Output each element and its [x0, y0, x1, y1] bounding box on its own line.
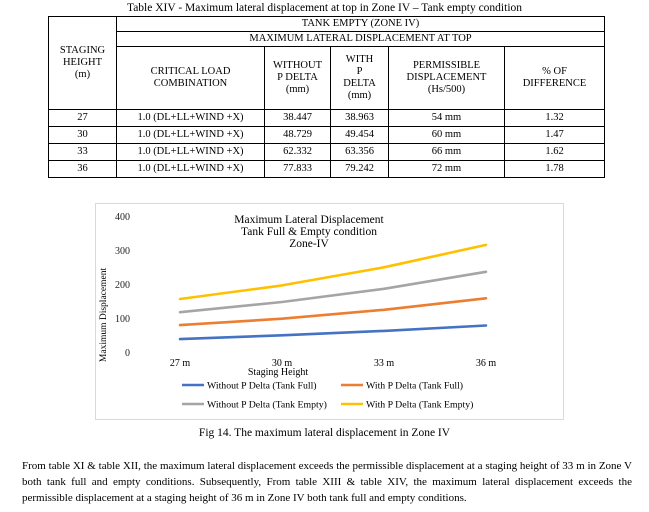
- header-staging-height: STAGING HEIGHT (m): [48, 16, 117, 110]
- x-tick-label: 30 m: [272, 358, 293, 369]
- header-tank-empty: TANK EMPTY (ZONE IV): [115, 16, 606, 32]
- header-without-p-delta: WITHOUT P DELTA (mm): [264, 46, 331, 110]
- legend-label: Without P Delta (Tank Empty): [207, 400, 327, 411]
- series-line: [178, 270, 488, 314]
- x-tick-label: 36 m: [476, 358, 497, 369]
- series-line: [178, 324, 488, 341]
- y-tick-label: 0: [125, 348, 130, 359]
- header-permissible: PERMISSIBLE DISPLACEMENT (Hs/500): [388, 46, 505, 110]
- x-axis-label: Staging Height: [248, 367, 308, 378]
- header-with-p-delta: WITH P DELTA (mm): [330, 46, 389, 110]
- x-tick-label: 33 m: [374, 358, 395, 369]
- legend-label: Without P Delta (Tank Full): [207, 381, 317, 392]
- body-paragraph: From table XI & table XII, the maximum l…: [22, 460, 632, 504]
- header-max-displacement: MAXIMUM LATERAL DISPLACEMENT AT TOP: [115, 31, 606, 47]
- table-row: 36 1.0 (DL+LL+WIND +X) 77.833 79.242 72 mm 1.…: [48, 160, 606, 178]
- legend-label: With P Delta (Tank Full): [366, 381, 463, 392]
- chart-title-line: Tank Full & Empty condition: [241, 226, 377, 238]
- y-tick-label: 300: [115, 246, 130, 257]
- y-axis-label: Maximum Displacement: [99, 268, 109, 363]
- chart-title-line: Zone-IV: [289, 238, 329, 250]
- legend-label: With P Delta (Tank Empty): [366, 400, 473, 411]
- table-row: 33 1.0 (DL+LL+WIND +X) 62.332 63.356 66 mm 1.…: [48, 143, 606, 161]
- figure-caption: Fig 14. The maximum lateral displacement…: [198, 427, 451, 439]
- chart-frame: Maximum Lateral Displacement Tank Full & …: [95, 203, 564, 420]
- header-critical-load: CRITICAL LOAD COMBINATION: [116, 46, 265, 110]
- table-row: 30 1.0 (DL+LL+WIND +X) 48.729 49.454 60 mm 1.…: [48, 126, 606, 144]
- y-tick-label: 200: [115, 280, 130, 291]
- y-tick-label: 400: [115, 212, 130, 223]
- y-tick-label: 100: [115, 314, 130, 325]
- chart-title-line: Maximum Lateral Displacement: [234, 214, 384, 226]
- header-difference: % OF DIFFERENCE: [503, 46, 606, 110]
- table-row: 27 1.0 (DL+LL+WIND +X) 38.447 38.963 54 mm 1.…: [48, 109, 606, 127]
- series-line: [178, 243, 488, 301]
- x-tick-label: 27 m: [170, 358, 191, 369]
- displacement-table: STAGING HEIGHT (m) TANK EMPTY (ZONE IV) MA…: [48, 16, 606, 178]
- table-caption: Table XIV - Maximum lateral displacement…: [126, 2, 523, 14]
- series-line: [178, 297, 488, 327]
